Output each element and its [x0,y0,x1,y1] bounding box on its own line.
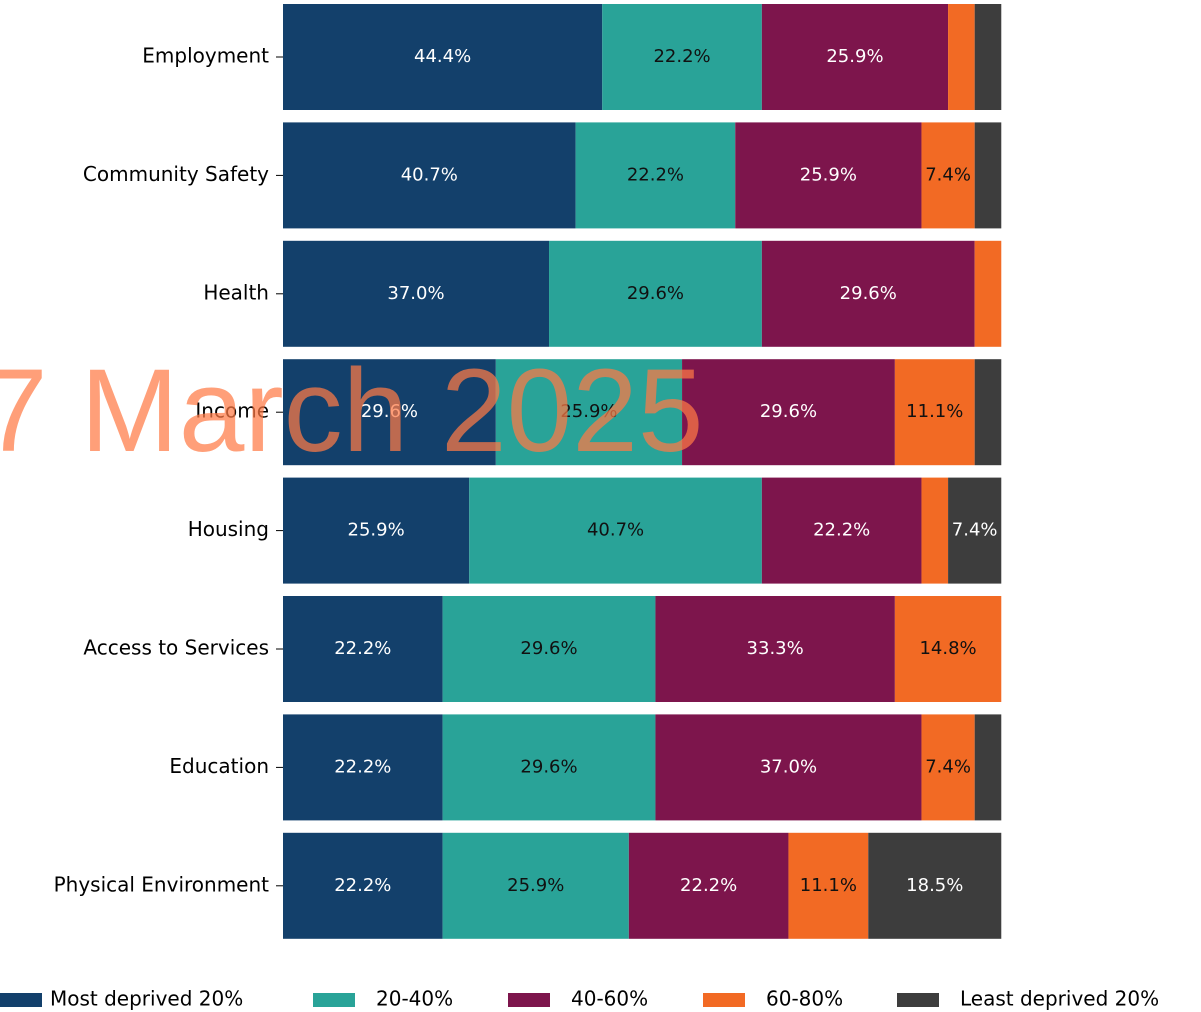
legend-swatch [0,993,42,1007]
data-label: 14.8% [919,638,976,659]
data-label: 25.9% [348,520,405,541]
bar-segment [974,122,1002,229]
data-label: 7.4% [925,164,971,185]
data-label: 29.6% [520,638,577,659]
bar-segment [948,4,975,110]
data-label: 7.4% [925,756,971,777]
bar-segment [788,832,869,939]
bar-segment [868,832,1002,939]
data-label: 25.9% [507,875,564,896]
data-label: 29.6% [520,756,577,777]
bar-segment [735,122,922,229]
bar-segment [682,359,895,466]
bar-segment [655,714,922,821]
data-label: 37.0% [387,283,444,304]
data-label: 22.2% [334,875,391,896]
data-label: 22.2% [813,520,870,541]
bar-segment [894,596,1002,702]
watermark: 7 March 2025 [0,345,704,477]
legend-label: 20-40% [376,987,453,1011]
bar-segment [974,359,1002,466]
legend-swatch [313,993,355,1007]
data-label: 33.3% [747,638,804,659]
legend-label: 40-60% [571,987,648,1011]
data-label: 7.4% [952,520,998,541]
data-label: 40.7% [401,164,458,185]
bar-segment [974,240,1002,347]
bar-segment [283,122,576,229]
bar-segment [921,477,949,584]
bar-segment [921,122,975,229]
data-label: 11.1% [800,875,857,896]
data-label: 29.6% [361,401,418,422]
data-label: 44.4% [414,46,471,67]
bar-segment [921,714,975,821]
data-label: 22.2% [334,638,391,659]
data-label: 18.5% [906,875,963,896]
data-label: 40.7% [587,520,644,541]
data-label: 25.9% [560,401,617,422]
legend-swatch [897,993,939,1007]
data-label: 22.2% [627,164,684,185]
bar-segment [442,596,656,702]
y-tick-label: Access to Services [83,636,269,660]
bar-segment [575,122,736,229]
bar-segment [761,4,949,110]
bar-segment [283,832,443,939]
legend-swatch [508,993,550,1007]
data-label: 25.9% [800,164,857,185]
bar-segment [469,477,762,584]
y-tick-label: Health [203,280,269,304]
bar-segment [549,240,762,347]
data-label: 37.0% [760,756,817,777]
y-tick-label: Income [195,399,269,423]
bar-segment [283,240,550,347]
bar-segment [283,4,603,110]
bar-segment [495,359,683,466]
bar-segment [602,4,762,110]
legend-label: Most deprived 20% [50,987,243,1011]
data-label: 11.1% [906,401,963,422]
data-label: 25.9% [826,46,883,67]
data-label: 22.2% [680,875,737,896]
y-tick-label: Housing [188,517,269,541]
bar-segment [283,596,443,702]
legend-swatch [703,993,745,1007]
y-tick-label: Education [169,754,269,778]
data-label: 22.2% [653,46,710,67]
data-label: 29.6% [627,283,684,304]
bar-segment [283,359,496,466]
bar-segment [442,832,629,939]
data-label: 29.6% [840,283,897,304]
bar-segment [761,240,975,347]
y-tick-label: Physical Environment [54,872,270,896]
bar-segment [894,359,975,466]
legend-label: 60-80% [766,987,843,1011]
legend-label: Least deprived 20% [960,987,1159,1011]
bar-segment [974,714,1002,821]
y-tick-label: Community Safety [83,162,269,186]
y-tick-label: Employment [142,44,269,68]
bar-segment [974,4,1002,110]
bar-segment [948,477,1002,584]
bar-segment [628,832,789,939]
bar-segment [655,596,895,702]
data-label: 22.2% [334,756,391,777]
data-label: 29.6% [760,401,817,422]
bar-segment [283,714,443,821]
bar-segment [761,477,922,584]
bar-segment [283,477,470,584]
bar-segment [442,714,656,821]
